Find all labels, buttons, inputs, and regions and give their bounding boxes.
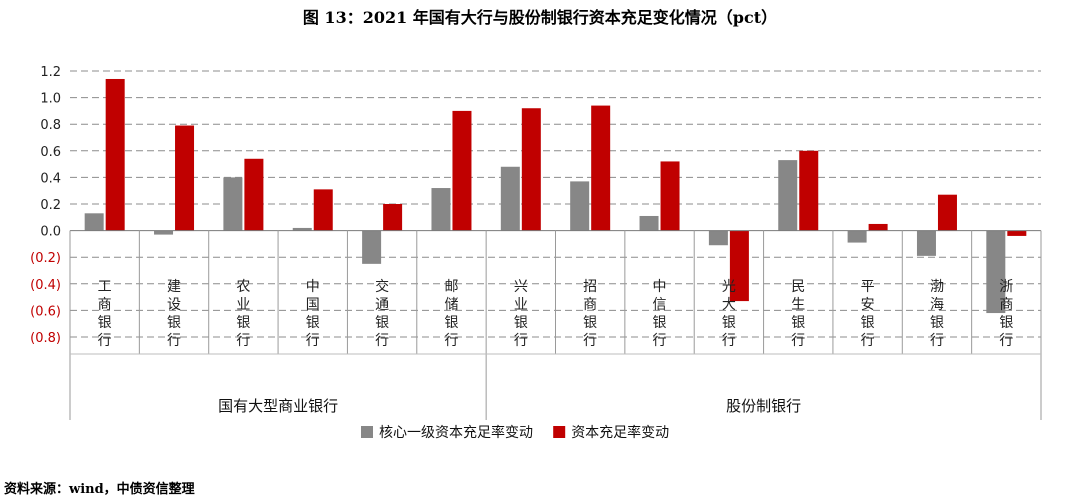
legend-label: 资本充足率变动 — [571, 424, 669, 441]
y-tick-label: (0.4) — [30, 278, 61, 293]
category-label: 邮储银行 — [444, 279, 458, 349]
bar-chart: 1.2 1.0 0.8 0.6 0.4 0.2 0.0 (0.2) (0.4) (0.6) (0.8… — [30, 65, 1042, 441]
bar-capital-adequacy-change — [799, 150, 819, 231]
bar-capital-adequacy-change — [105, 78, 125, 231]
legend-swatch-core — [361, 426, 373, 438]
bar-core-tier1-change — [639, 215, 659, 231]
bar-capital-adequacy-change — [244, 158, 264, 231]
bar-core-tier1-change — [916, 230, 936, 256]
bar-capital-adequacy-change — [521, 108, 541, 231]
y-tick-label: 0.0 — [40, 225, 61, 240]
bar-core-tier1-change — [154, 230, 174, 235]
y-tick-label: (0.6) — [30, 304, 61, 319]
source-note: 资料来源：wind，中债资信整理 — [4, 482, 195, 497]
group-label: 国有大型商业银行 — [218, 397, 338, 415]
y-tick-label: 0.4 — [40, 171, 61, 186]
bar-capital-adequacy-change — [452, 110, 472, 231]
group-label: 股份制银行 — [726, 397, 801, 415]
chart-title: 图 13：2021 年国有大行与股份制银行资本充足变化情况（pct） — [302, 8, 778, 27]
bar-capital-adequacy-change — [175, 125, 195, 231]
bar-core-tier1-change — [431, 188, 451, 231]
bar-core-tier1-change — [500, 166, 520, 231]
category-label: 交通银行 — [375, 278, 389, 349]
bar-core-tier1-change — [708, 230, 728, 246]
y-tick-label: (0.2) — [30, 251, 61, 266]
category-label: 中信银行 — [653, 279, 667, 349]
category-label: 建设银行 — [167, 279, 181, 349]
y-tick-label: 0.6 — [40, 145, 61, 160]
bar-core-tier1-change — [362, 230, 382, 264]
bar-core-tier1-change — [292, 227, 312, 231]
bar-capital-adequacy-change — [383, 204, 403, 231]
bar-core-tier1-change — [84, 213, 104, 231]
legend-label: 核心一级资本充足率变动 — [379, 424, 533, 441]
bar-core-tier1-change — [847, 230, 867, 243]
category-label: 兴业银行 — [514, 279, 528, 349]
bar-capital-adequacy-change — [591, 105, 611, 231]
y-tick-label: 1.2 — [40, 65, 61, 80]
bar-core-tier1-change — [778, 160, 798, 231]
category-label: 浙商银行 — [999, 279, 1013, 349]
category-label: 工商银行 — [98, 279, 112, 349]
category-label: 农业银行 — [236, 279, 250, 349]
bar-capital-adequacy-change — [1007, 230, 1027, 236]
bar-capital-adequacy-change — [660, 161, 680, 231]
category-label: 中国银行 — [306, 279, 320, 349]
bar-core-tier1-change — [223, 177, 243, 231]
bar-capital-adequacy-change — [937, 194, 957, 231]
y-tick-label: (0.8) — [30, 331, 61, 346]
bar-core-tier1-change — [986, 230, 1006, 314]
category-label: 光大银行 — [722, 279, 736, 349]
legend-swatch-total — [553, 426, 566, 438]
bar-capital-adequacy-change — [729, 230, 749, 302]
category-label: 民生银行 — [791, 279, 805, 349]
y-tick-label: 0.8 — [40, 118, 61, 133]
bar-capital-adequacy-change — [313, 189, 333, 231]
category-label: 招商银行 — [583, 279, 597, 349]
bar-capital-adequacy-change — [868, 223, 888, 231]
category-label: 平安银行 — [861, 279, 875, 349]
bar-core-tier1-change — [570, 181, 590, 231]
y-tick-label: 0.2 — [40, 198, 61, 213]
category-label: 渤海银行 — [930, 279, 944, 349]
y-tick-label: 1.0 — [40, 92, 61, 107]
